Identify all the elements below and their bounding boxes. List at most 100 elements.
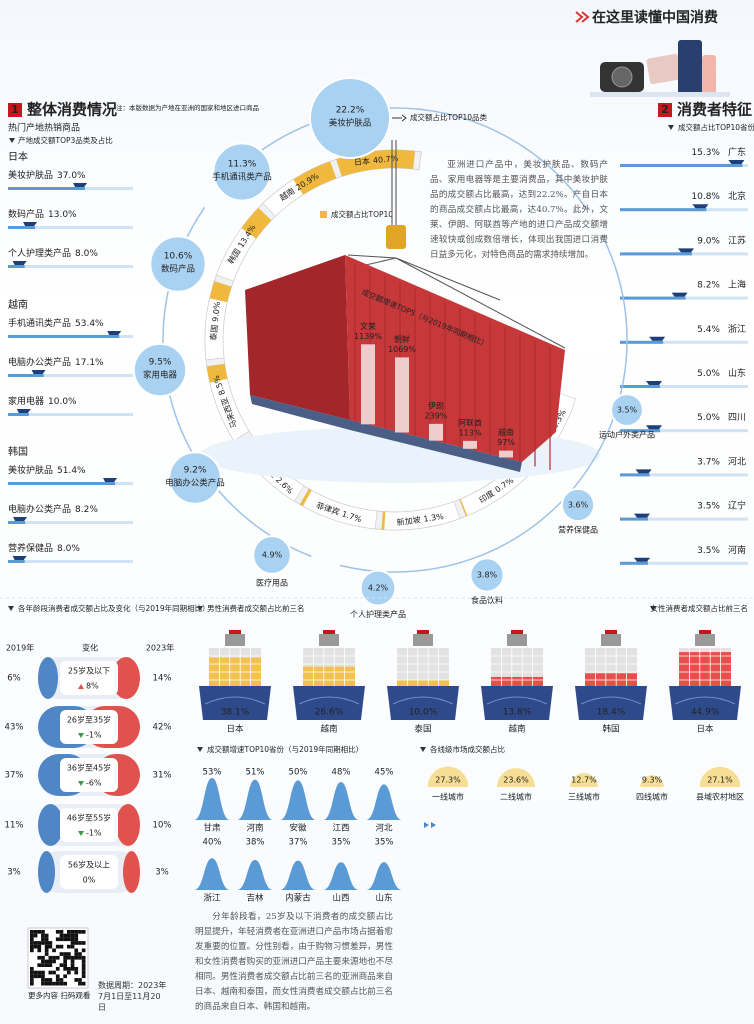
bubble-value: 3.8% [477,571,498,580]
bar [8,187,86,190]
age-change: -1% [86,731,102,740]
column-header: 变化 [82,643,98,653]
qr-module [37,941,42,945]
label-value: 17.1% [75,358,104,368]
qr-module [41,981,45,986]
hull-wave [580,696,642,705]
ship-tower [601,634,621,646]
deco-lens [611,66,633,88]
qr-module [41,933,45,938]
bar [8,374,44,377]
age-change: -1% [86,829,102,838]
qr-module [44,933,49,938]
ship-tower [225,634,245,646]
bar-track [8,413,133,416]
ship-hull [387,686,459,720]
qr-module [44,952,49,956]
bell-name: 吉林 [246,893,264,904]
label-name: 营养保健品 [8,542,53,554]
caption-marker [668,125,674,130]
container-fill [303,666,355,688]
qr-module [59,978,64,982]
qr-module [33,941,38,945]
bubble-name: 营养保健品 [558,525,598,535]
hull-wave [392,696,454,705]
bubble-name: 美妆护肤品 [329,118,372,129]
qr-module [81,974,86,979]
bubble [212,142,272,202]
deco-tube [702,55,716,94]
value-2023: 14% [153,674,172,684]
value-2019: 37% [5,771,24,781]
qr-module [67,970,71,975]
bell-name: 内蒙古 [285,893,311,904]
growth-bar [429,423,443,441]
qr-module [78,955,82,960]
ship-tower [507,634,527,646]
qr-module [30,941,34,945]
qr-module [81,955,86,960]
province-label: 15.3% 广东 [691,146,746,158]
tier-dome [570,773,598,787]
bell-name: 江西 [332,824,349,834]
qr-module [52,959,56,964]
bubble-value: 3.6% [568,501,589,510]
subtitle: 热门产地热销商品 [8,122,80,134]
growth-bar [361,344,375,425]
label-name: 美妆护肤品 [8,464,53,476]
value-2023: 3% [155,868,169,878]
growth-name: 伊朗 [428,400,444,410]
bell-value: 40% [203,838,222,848]
bubble-name: 手机通讯类产品 [212,172,272,183]
deco-palette [646,53,682,85]
qr-module [81,930,86,934]
qr-module [67,930,71,934]
label-name: 3.5% [697,545,720,555]
qr-module [70,959,75,964]
legend-label: 成交额占比TOP10 [331,209,393,219]
ship-tower-top [229,630,241,634]
bar-track [8,374,133,377]
qr-module [63,937,67,942]
growth-value: 239% [425,411,448,420]
bar-track [620,517,748,521]
caption-pointer [392,114,407,122]
bubble [168,451,222,505]
bar-track [620,561,748,565]
ship-icon [16,409,31,413]
pill-2019 [38,657,58,699]
ship-hull [293,686,365,720]
qr-module [70,963,75,967]
legend-swatch [320,211,327,218]
qr-module [30,937,34,942]
growth-value: 1139% [354,332,382,341]
deco-bottle [678,40,702,94]
qr-module [81,948,86,953]
label-value: 10.0% [48,397,77,407]
label-name: 日本 [353,155,370,167]
bubble-name: 电脑办公类产品 [165,478,225,489]
section-number: 1 [11,103,19,116]
qr-module [55,930,60,934]
qr-module [63,959,67,964]
bell-value: 35% [375,838,394,848]
ship-name: 越南 [320,724,337,735]
bar [8,265,25,268]
label-value: 北京 [728,190,746,202]
ring-segment [241,208,272,239]
bell-name: 甘肃 [203,823,221,834]
ship-icon [671,292,688,297]
bell-name: 山西 [332,893,349,904]
pill-center [60,758,118,792]
qr-module [55,967,60,971]
bar [8,413,29,416]
bubble [252,535,292,575]
ring-segment [300,488,312,507]
bar [620,340,664,344]
qr-module [55,981,60,986]
ship-icon [103,478,118,482]
ring-segment [381,511,386,530]
intro-paragraph: 亚洲进口产品中，美妆护肤品、数码产品、家用电器等是主要消费品，其中美妆护肤品的成… [430,160,608,260]
hull-wave [674,696,736,705]
growth-name: 文莱 [360,321,376,331]
